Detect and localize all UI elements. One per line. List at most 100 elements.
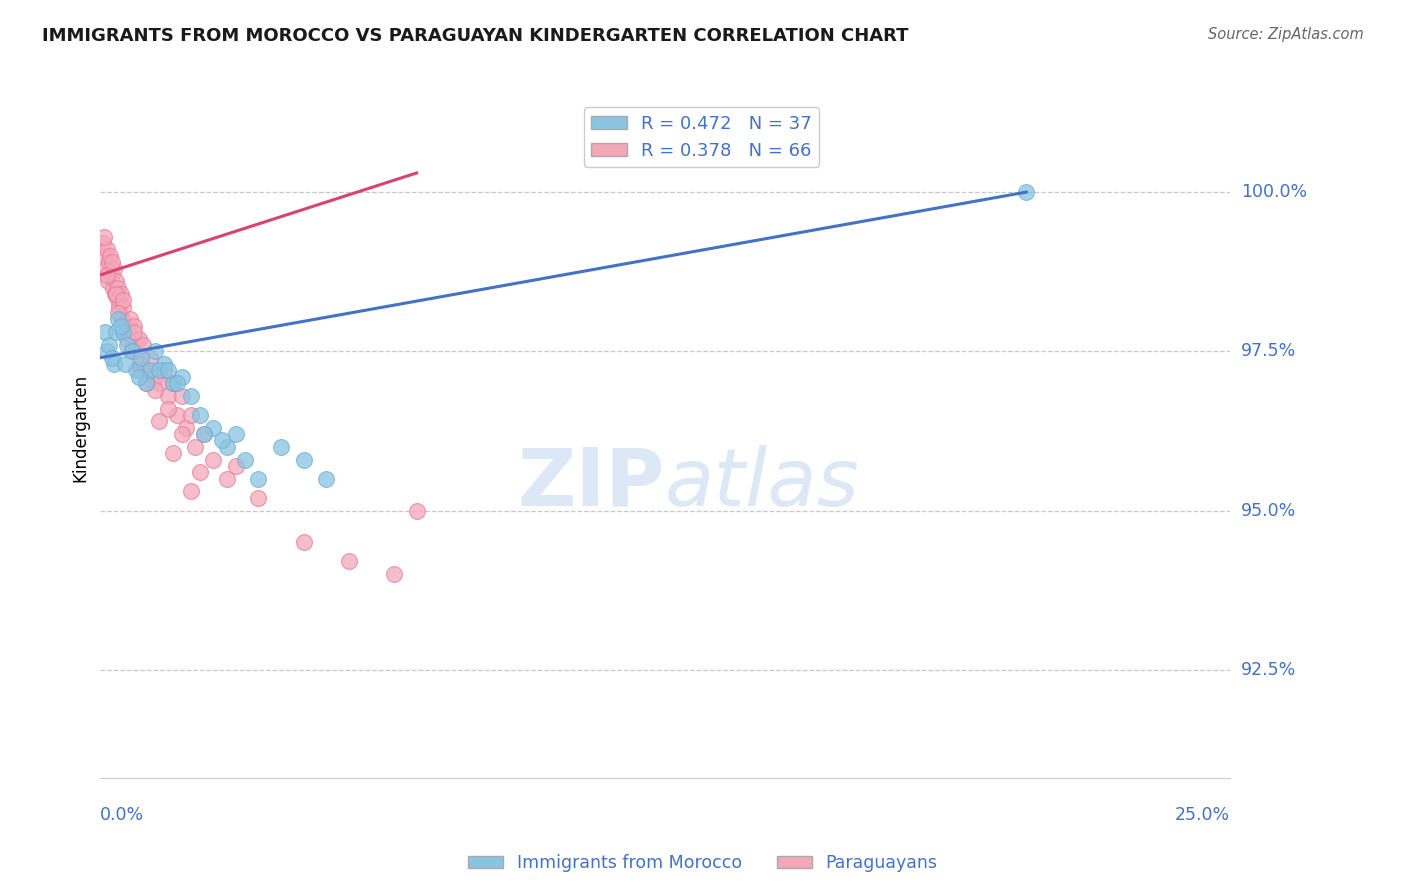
Point <box>98 255 121 269</box>
Text: 0.0%: 0.0% <box>100 806 145 824</box>
Point <box>105 325 128 339</box>
Point <box>247 491 270 505</box>
Point <box>157 401 180 416</box>
Point <box>174 421 197 435</box>
Point <box>225 427 247 442</box>
Text: Source: ZipAtlas.com: Source: ZipAtlas.com <box>1208 27 1364 42</box>
Point <box>193 427 215 442</box>
Point <box>105 287 128 301</box>
Point <box>96 268 118 282</box>
Point <box>111 293 134 308</box>
Point <box>101 280 124 294</box>
Point <box>292 452 315 467</box>
Point <box>107 312 129 326</box>
Text: ZIP: ZIP <box>517 445 665 523</box>
Text: 95.0%: 95.0% <box>1241 501 1296 519</box>
Point <box>129 351 152 365</box>
Text: 92.5%: 92.5% <box>1241 661 1296 679</box>
Point <box>121 338 143 352</box>
Point <box>162 446 184 460</box>
Point <box>97 274 120 288</box>
Point <box>270 440 292 454</box>
Point <box>139 351 162 365</box>
Point <box>111 300 134 314</box>
Point <box>111 325 134 339</box>
Point <box>98 249 121 263</box>
Point <box>122 325 145 339</box>
Point <box>157 363 180 377</box>
Point <box>152 363 174 377</box>
Point <box>143 383 166 397</box>
Point <box>114 318 136 333</box>
Point <box>202 421 225 435</box>
Point <box>117 338 139 352</box>
Point <box>107 306 129 320</box>
Point <box>166 376 188 391</box>
Point <box>193 427 215 442</box>
Point <box>114 357 136 371</box>
Point <box>117 325 139 339</box>
Point <box>382 567 405 582</box>
Point <box>170 369 193 384</box>
Point <box>125 363 148 377</box>
Point <box>93 229 115 244</box>
Point <box>108 300 131 314</box>
Point <box>129 363 152 377</box>
Point <box>118 312 141 326</box>
Point <box>100 268 122 282</box>
Point <box>96 243 118 257</box>
Point <box>110 287 132 301</box>
Point <box>128 332 150 346</box>
Point <box>117 332 139 346</box>
Point <box>180 484 202 499</box>
Point <box>121 344 143 359</box>
Point <box>202 452 225 467</box>
Point <box>98 338 121 352</box>
Point <box>233 452 256 467</box>
Point <box>104 287 127 301</box>
Point <box>94 249 117 263</box>
Point <box>100 255 122 269</box>
Point <box>110 318 132 333</box>
Point <box>215 472 238 486</box>
Point <box>337 554 360 568</box>
Text: 97.5%: 97.5% <box>1241 343 1296 360</box>
Point <box>128 369 150 384</box>
Point <box>96 344 118 359</box>
Point <box>135 363 157 377</box>
Point <box>121 344 143 359</box>
Point <box>180 408 202 422</box>
Point <box>122 318 145 333</box>
Point <box>139 363 162 377</box>
Point <box>129 357 152 371</box>
Point <box>111 312 134 326</box>
Point <box>94 261 117 276</box>
Point <box>162 376 184 391</box>
Point <box>135 376 157 391</box>
Point <box>184 440 207 454</box>
Point <box>188 408 211 422</box>
Point <box>188 465 211 479</box>
Point <box>132 338 155 352</box>
Point <box>225 458 247 473</box>
Point <box>148 414 170 428</box>
Point <box>215 440 238 454</box>
Point <box>105 274 128 288</box>
Point <box>148 363 170 377</box>
Point <box>148 376 170 391</box>
Point <box>143 369 166 384</box>
Point <box>100 351 122 365</box>
Text: atlas: atlas <box>665 445 859 523</box>
Point <box>103 357 125 371</box>
Point <box>1015 185 1038 199</box>
Point <box>135 376 157 391</box>
Point <box>125 344 148 359</box>
Point <box>166 408 188 422</box>
Point <box>405 503 427 517</box>
Point <box>91 235 114 250</box>
Point <box>94 325 117 339</box>
Text: 100.0%: 100.0% <box>1241 183 1308 201</box>
Text: IMMIGRANTS FROM MOROCCO VS PARAGUAYAN KINDERGARTEN CORRELATION CHART: IMMIGRANTS FROM MOROCCO VS PARAGUAYAN KI… <box>42 27 908 45</box>
Point <box>170 389 193 403</box>
Text: 25.0%: 25.0% <box>1174 806 1230 824</box>
